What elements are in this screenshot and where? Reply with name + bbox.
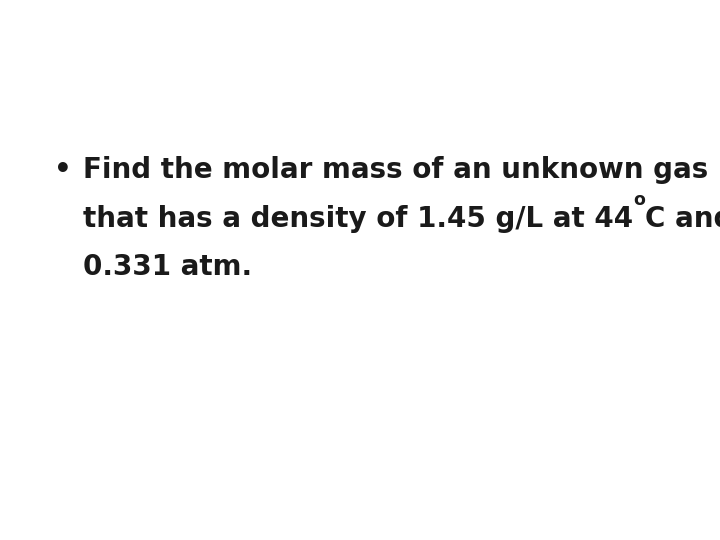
Text: that has a density of 1.45 g/L at 44: that has a density of 1.45 g/L at 44	[83, 205, 633, 233]
Text: Find the molar mass of an unknown gas: Find the molar mass of an unknown gas	[83, 156, 708, 184]
Text: 0.331 atm.: 0.331 atm.	[83, 253, 252, 281]
Text: •: •	[54, 156, 72, 184]
Text: o: o	[633, 191, 645, 209]
Text: C and: C and	[645, 205, 720, 233]
